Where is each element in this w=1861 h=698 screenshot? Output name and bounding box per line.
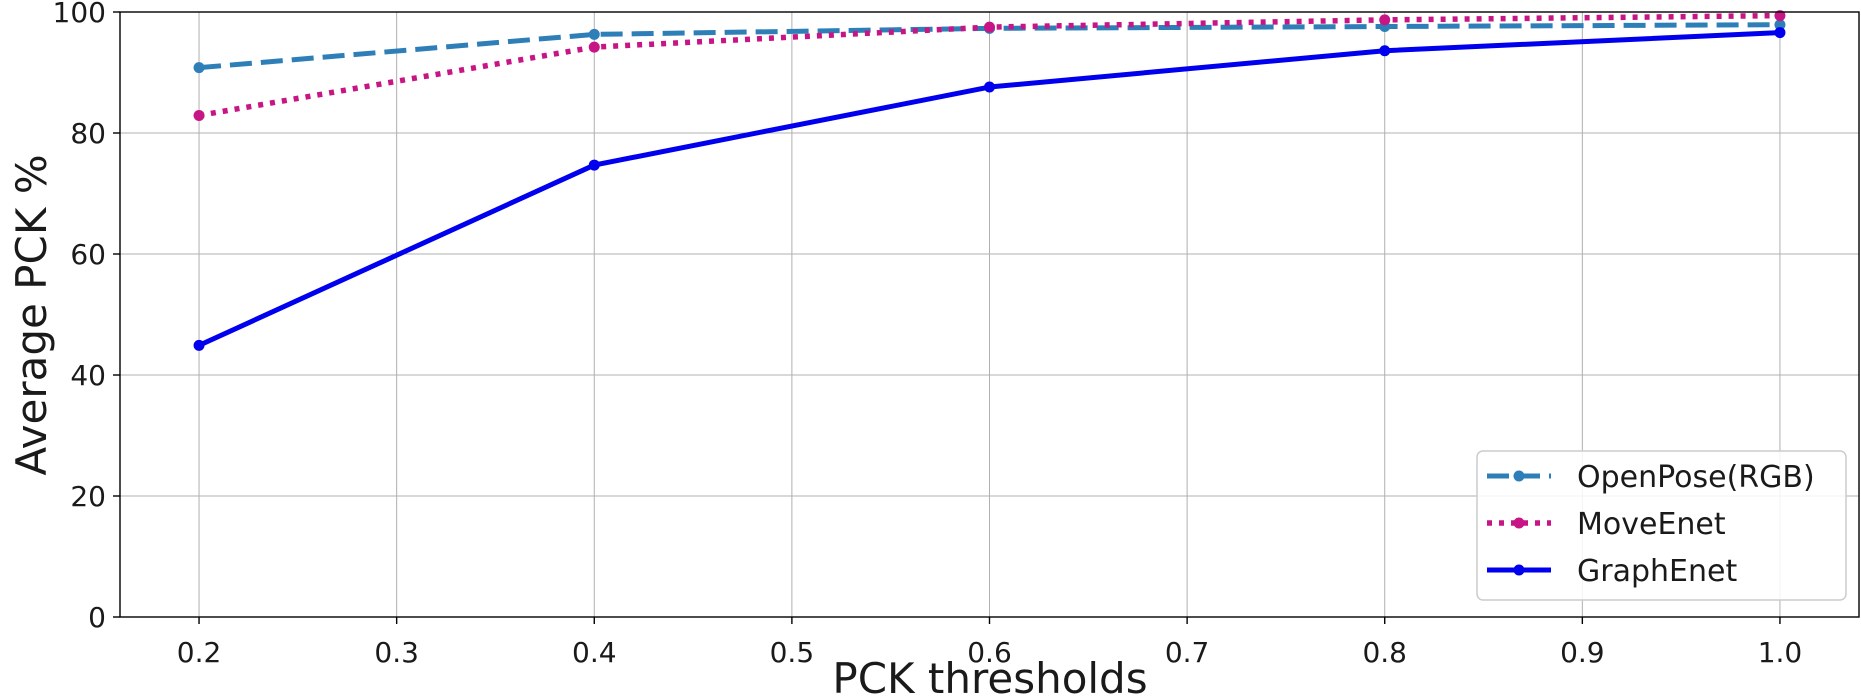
- data-point: [588, 28, 600, 40]
- legend-item-openpose-rgb: OpenPose(RGB): [1487, 460, 1815, 495]
- data-point: [984, 21, 995, 33]
- x-tick-label: 0.9: [1560, 636, 1605, 669]
- data-point: [984, 81, 995, 93]
- legend-item-graphenet: GraphEnet: [1487, 554, 1737, 589]
- data-point: [1774, 10, 1786, 22]
- data-point: [1774, 27, 1786, 39]
- data-point: [193, 339, 205, 351]
- legend-label: OpenPose(RGB): [1577, 460, 1815, 495]
- legend-swatch-marker: [1513, 470, 1525, 482]
- x-tick-label: 0.3: [374, 636, 419, 669]
- data-point: [1379, 14, 1391, 26]
- data-point: [588, 159, 600, 171]
- y-tick-label: 100: [53, 0, 106, 29]
- plot-frame: [119, 11, 1860, 618]
- x-tick-label: 0.6: [967, 636, 1012, 669]
- x-axis-title: PCK thresholds: [832, 654, 1147, 698]
- x-tick-label: 0.5: [770, 636, 815, 669]
- data-point: [588, 41, 600, 53]
- x-tick-label: 0.7: [1165, 636, 1210, 669]
- legend-item-moveenet: MoveEnet: [1487, 507, 1726, 542]
- data-point: [1774, 19, 1786, 31]
- legend-swatch-marker: [1513, 517, 1525, 529]
- data-point: [1379, 45, 1391, 57]
- data-point: [193, 109, 205, 121]
- y-tick-label: 80: [70, 117, 106, 150]
- legend-box: [1476, 450, 1847, 601]
- data-point: [193, 62, 205, 74]
- x-tick-label: 0.8: [1362, 636, 1407, 669]
- legend-label: MoveEnet: [1577, 507, 1726, 542]
- legend-label: GraphEnet: [1577, 554, 1737, 589]
- y-axis-ticks: 0 20 40 60 80 100: [53, 0, 120, 634]
- y-axis-title: Average PCK %: [7, 154, 56, 475]
- x-tick-label: 1.0: [1758, 636, 1803, 669]
- x-tick-label: 0.4: [572, 636, 617, 669]
- y-tick-label: 20: [70, 480, 106, 513]
- series-graphenet: [193, 27, 1786, 351]
- y-tick-label: 40: [70, 359, 106, 392]
- x-tick-label: 0.2: [177, 636, 222, 669]
- legend-swatch-marker: [1513, 564, 1525, 576]
- legend: OpenPose(RGB) MoveEnet GraphEnet: [1476, 450, 1847, 601]
- x-axis-ticks: 0.2 0.3 0.4 0.5 0.6 0.7 0.8 0.9 1.0: [177, 617, 1802, 669]
- y-tick-label: 60: [70, 238, 106, 271]
- series-moveenet: [193, 10, 1786, 121]
- y-tick-label: 0: [88, 601, 106, 634]
- series-lines: [193, 10, 1786, 351]
